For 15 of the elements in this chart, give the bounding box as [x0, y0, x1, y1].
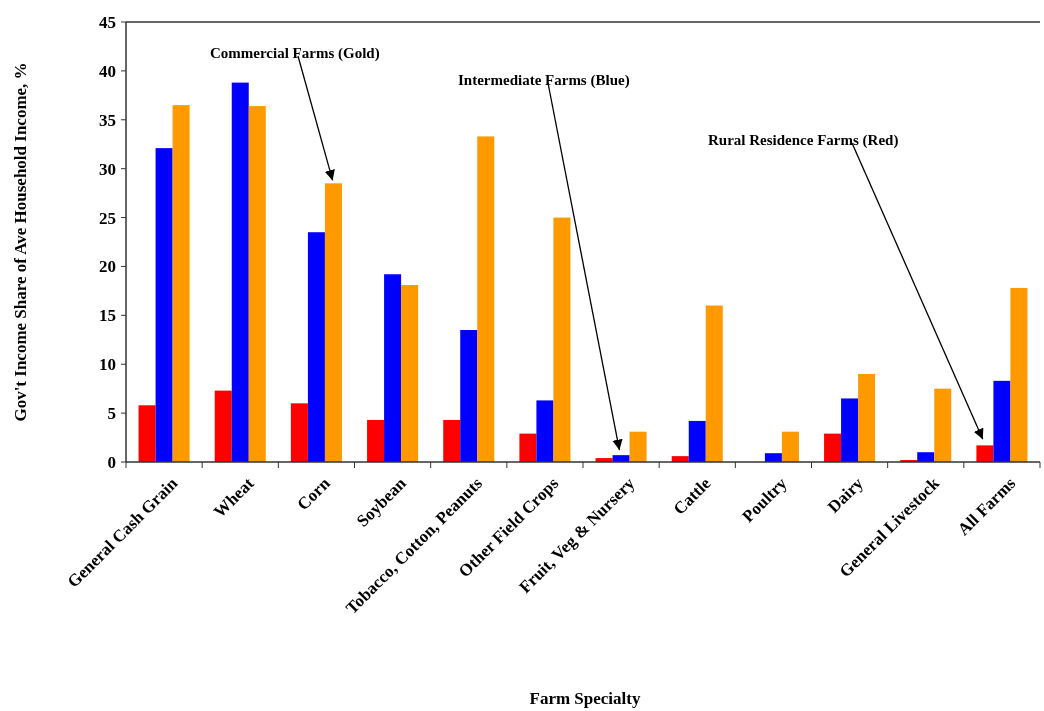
y-tick-label: 20	[99, 257, 116, 277]
y-tick-label: 40	[99, 61, 116, 81]
y-tick-label: 30	[99, 159, 116, 179]
annotation: Commercial Farms (Gold)	[210, 45, 380, 62]
x-axis-title: Farm Specialty	[529, 689, 641, 708]
y-tick-label: 35	[99, 110, 116, 130]
y-tick-label: 5	[107, 404, 116, 424]
y-tick-label: 15	[99, 306, 116, 326]
y-tick-label: 10	[99, 355, 116, 375]
y-tick-label: 45	[99, 12, 116, 32]
y-tick-label: 0	[107, 452, 116, 472]
annotation: Rural Residence Farms (Red)	[708, 132, 899, 149]
y-tick-label: 25	[99, 208, 116, 228]
annotation: Intermediate Farms (Blue)	[458, 72, 630, 89]
y-axis-title: Gov't Income Share of Ave Household Income, %	[11, 62, 30, 422]
